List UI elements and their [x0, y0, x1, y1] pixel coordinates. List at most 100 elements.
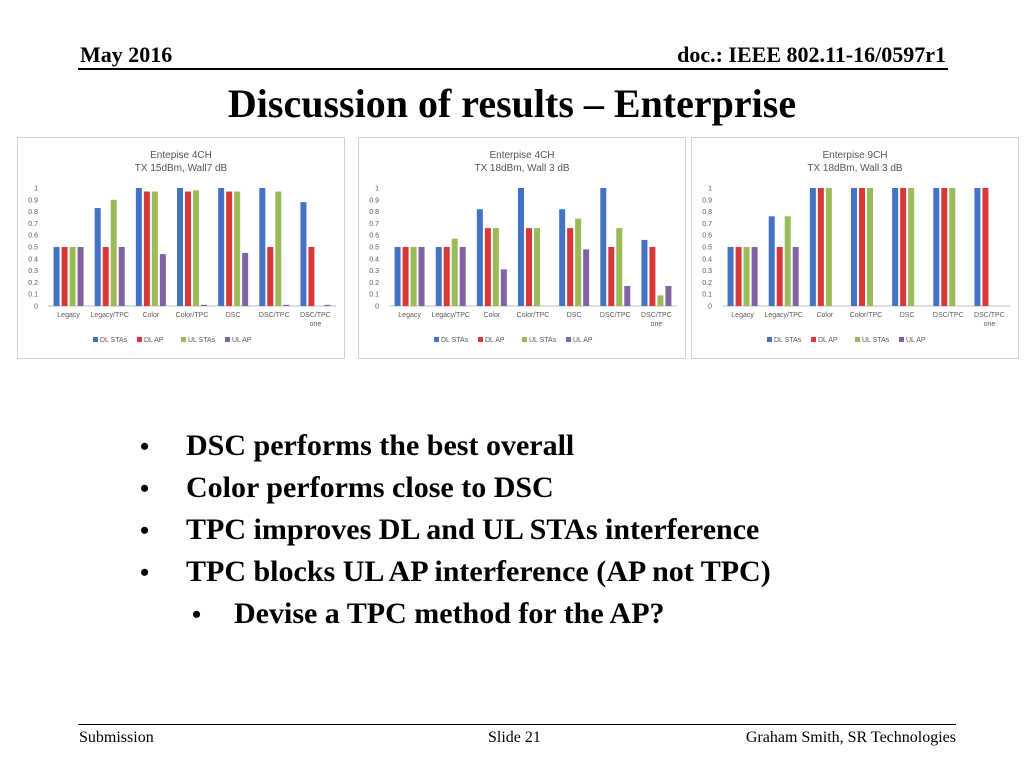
bar [600, 188, 607, 306]
bar [892, 188, 899, 306]
y-tick-label: 0.9 [28, 197, 38, 204]
bullet-text: DSC performs the best overall [186, 429, 575, 462]
x-tick-label-line: DSC/TPC [259, 312, 290, 319]
bar [825, 188, 832, 306]
header-divider [78, 68, 948, 70]
bullet-text: TPC improves DL and UL STAs interference [186, 513, 760, 546]
x-tick-label: Color/TPC [850, 312, 883, 319]
bullet-item: • DSC performs the best overall [140, 425, 771, 467]
bar [283, 304, 290, 306]
x-tick-label-line: Color/TPC [517, 312, 550, 319]
legend-label: DL STAs [100, 337, 128, 344]
legend-swatch [93, 337, 98, 342]
x-tick-label: DSC/TPC [933, 312, 964, 319]
y-tick-label: 1 [34, 186, 38, 193]
y-tick-label: 0.9 [369, 197, 379, 204]
bar [94, 208, 101, 306]
legend-swatch [478, 337, 483, 342]
y-tick-label: 0.1 [702, 292, 712, 299]
bar [657, 295, 664, 306]
x-tick-label-line: DSC/TPC [600, 312, 631, 319]
x-tick-label-line: DSC [567, 312, 582, 319]
bar [949, 188, 956, 306]
y-tick-label: 0.3 [702, 268, 712, 275]
legend-swatch [767, 337, 772, 342]
y-tick-label: 0 [708, 304, 712, 311]
y-tick-label: 1 [708, 186, 712, 193]
footer-author: Graham Smith, SR Technologies [745, 729, 956, 746]
bar [768, 216, 775, 306]
bar [583, 249, 590, 306]
bar [649, 247, 656, 306]
footer-slide-number: Slide 21 [488, 729, 541, 746]
bar [459, 247, 466, 306]
x-tick-label: DSC/TPC one [641, 312, 672, 328]
x-tick-label: Legacy/TPC [90, 312, 129, 319]
bar [518, 188, 524, 306]
bar [908, 188, 915, 306]
slide-title: Discussion of results – Enterprise [227, 81, 797, 126]
bar [102, 247, 109, 306]
bullet-list: • DSC performs the best overall • Color pe… [140, 425, 771, 635]
bar [743, 247, 750, 306]
bar [275, 191, 282, 306]
x-tick-label-line: Legacy/TPC [431, 312, 470, 319]
legend-label: UL AP [232, 337, 252, 344]
bar [159, 254, 166, 306]
bar [526, 228, 532, 306]
x-tick-label-line: DSC/TPC [641, 312, 672, 319]
bar [201, 304, 207, 306]
y-tick-label: 1 [375, 186, 379, 193]
x-tick-label: Color [483, 312, 500, 319]
x-tick-label: Legacy [57, 312, 80, 319]
bar [135, 188, 142, 306]
y-tick-label: 0.4 [369, 256, 379, 263]
x-tick-label-line: DSC [226, 312, 241, 319]
bar [933, 188, 940, 306]
bar [500, 269, 507, 306]
bar [118, 247, 125, 306]
x-tick-label-line: Color/TPC [176, 312, 209, 319]
bar [784, 216, 791, 306]
bar [226, 191, 233, 306]
bar [608, 247, 615, 306]
x-tick-label-line: Legacy [398, 312, 421, 319]
bar [151, 191, 158, 306]
bar [234, 191, 241, 306]
y-tick-label: 0.1 [28, 292, 38, 299]
bar [300, 202, 307, 306]
bar [559, 209, 566, 306]
bar [143, 191, 150, 306]
footer-divider [78, 724, 956, 725]
chart-subtitle: TX 18dBm, Wall 3 dB [807, 163, 903, 174]
x-tick-label: Color/TPC [517, 312, 550, 319]
legend-label: UL STAs [188, 337, 216, 344]
y-tick-label: 0.1 [369, 292, 379, 299]
y-tick-label: 0.8 [369, 209, 379, 216]
bar [394, 247, 401, 306]
bar [859, 188, 865, 306]
bar [443, 247, 450, 306]
legend-label: UL AP [573, 337, 593, 344]
legend-swatch [181, 337, 186, 342]
y-tick-label: 0.4 [702, 256, 712, 263]
legend-swatch [899, 337, 904, 342]
chart-svg: Enterpise 9CH TX 18dBm, Wall 3 dB 0 0.1 0.2 0… [702, 150, 1010, 344]
legend-label: UL AP [906, 337, 926, 344]
bar [982, 188, 989, 306]
legend-swatch [225, 337, 230, 342]
legend-label: UL STAs [862, 337, 890, 344]
x-tick-label: Color/TPC [176, 312, 209, 319]
x-tick-label-line: Color [816, 312, 833, 319]
bar [665, 285, 672, 306]
bar [218, 188, 225, 306]
x-tick-label-line: DSC [900, 312, 915, 319]
legend-label: DL AP [818, 337, 838, 344]
bar [974, 188, 981, 306]
legend-swatch [522, 337, 527, 342]
bar [575, 218, 582, 306]
x-tick-label-line: DSC/TPC [974, 312, 1005, 319]
bar [641, 239, 648, 306]
y-tick-label: 0.7 [702, 221, 712, 228]
bar [727, 247, 734, 306]
